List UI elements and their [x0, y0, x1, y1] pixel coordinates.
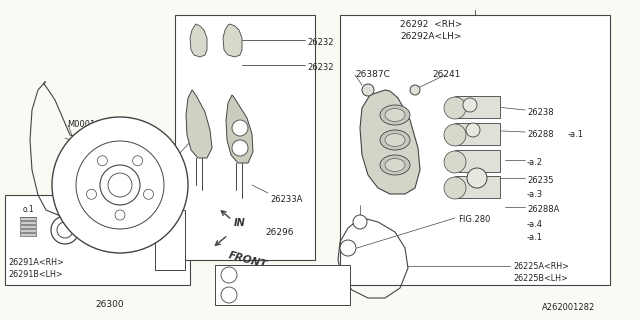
Circle shape — [143, 189, 154, 199]
Bar — [455, 150, 500, 172]
Circle shape — [84, 214, 116, 246]
Circle shape — [232, 140, 248, 156]
Text: 26288I: 26288I — [145, 205, 176, 214]
Circle shape — [132, 156, 143, 166]
Text: 26300: 26300 — [95, 300, 124, 309]
Text: ✃1806->: ✃1806-> — [293, 293, 328, 302]
Polygon shape — [223, 24, 242, 57]
Ellipse shape — [380, 155, 410, 175]
Bar — [20, 233, 36, 236]
Polygon shape — [132, 223, 138, 239]
Text: o.1: o.1 — [22, 205, 34, 214]
Text: 26241: 26241 — [432, 70, 460, 79]
Text: o.4: o.4 — [132, 205, 144, 214]
Circle shape — [340, 240, 356, 256]
Polygon shape — [190, 24, 207, 57]
Circle shape — [221, 287, 237, 303]
Circle shape — [108, 173, 132, 197]
Text: 26292  <RH>: 26292 <RH> — [400, 20, 462, 29]
Text: 26225A<RH>: 26225A<RH> — [513, 262, 569, 271]
Circle shape — [444, 97, 466, 119]
Text: IN: IN — [234, 218, 246, 228]
Bar — [340, 15, 610, 285]
Text: 26387C: 26387C — [355, 70, 390, 79]
Bar — [455, 123, 500, 145]
Polygon shape — [226, 95, 253, 163]
Circle shape — [115, 210, 125, 220]
Text: 26296: 26296 — [265, 228, 294, 237]
Text: 2: 2 — [227, 291, 232, 300]
Circle shape — [52, 117, 188, 253]
Text: 26233A: 26233A — [270, 195, 302, 204]
Bar — [455, 176, 500, 198]
Bar — [20, 221, 36, 224]
Text: -a.4: -a.4 — [527, 220, 543, 229]
Circle shape — [221, 267, 237, 283]
Circle shape — [97, 156, 108, 166]
Text: 26288: 26288 — [527, 130, 554, 139]
Text: FRONT: FRONT — [227, 250, 268, 270]
Circle shape — [362, 84, 374, 96]
Circle shape — [467, 168, 487, 188]
Ellipse shape — [380, 130, 410, 150]
Text: A262001282: A262001282 — [541, 303, 595, 312]
Circle shape — [353, 215, 367, 229]
Text: 1: 1 — [346, 244, 350, 252]
Ellipse shape — [385, 133, 405, 147]
Text: 26292A<LH>: 26292A<LH> — [400, 32, 461, 41]
Text: -a.1: -a.1 — [527, 233, 543, 242]
Circle shape — [466, 123, 480, 137]
Text: M130011: M130011 — [246, 273, 282, 282]
Text: 26225B<LH>: 26225B<LH> — [513, 274, 568, 283]
Circle shape — [75, 140, 85, 150]
Circle shape — [463, 98, 477, 112]
Bar — [155, 210, 185, 270]
Text: FIG.280: FIG.280 — [458, 215, 490, 224]
Circle shape — [410, 85, 420, 95]
Circle shape — [444, 124, 466, 146]
Circle shape — [100, 165, 140, 205]
Text: MP60025: MP60025 — [246, 293, 282, 302]
Bar — [175, 15, 315, 260]
Ellipse shape — [380, 105, 410, 125]
Bar — [20, 229, 36, 232]
Circle shape — [444, 151, 466, 173]
Text: -a.3: -a.3 — [527, 190, 543, 199]
Ellipse shape — [385, 108, 405, 122]
Circle shape — [232, 120, 248, 136]
Text: o.2: o.2 — [59, 205, 71, 214]
Text: 26288A: 26288A — [527, 205, 559, 214]
Text: 26233B: 26233B — [145, 155, 177, 164]
Bar — [5, 195, 190, 285]
Circle shape — [86, 189, 97, 199]
Text: 1: 1 — [227, 270, 232, 279]
Bar — [20, 225, 36, 228]
Circle shape — [444, 177, 466, 199]
Text: o.3: o.3 — [94, 205, 106, 214]
Text: 26238: 26238 — [527, 108, 554, 117]
Ellipse shape — [385, 158, 405, 172]
Bar — [20, 217, 36, 220]
Polygon shape — [360, 90, 420, 194]
Circle shape — [91, 221, 109, 239]
Text: 26291B<LH>: 26291B<LH> — [8, 270, 63, 279]
Bar — [455, 96, 500, 118]
Bar — [215, 265, 350, 305]
Polygon shape — [186, 90, 212, 158]
Text: -a.1: -a.1 — [568, 130, 584, 139]
Circle shape — [51, 216, 79, 244]
Text: 26232: 26232 — [307, 63, 333, 72]
Text: 26291A<RH>: 26291A<RH> — [8, 258, 64, 267]
Text: ① -1806>: ① -1806> — [293, 273, 330, 282]
Text: M000162: M000162 — [67, 120, 106, 129]
Circle shape — [76, 141, 164, 229]
Circle shape — [57, 222, 73, 238]
Text: 26297: 26297 — [82, 182, 113, 192]
Text: 26235: 26235 — [527, 176, 554, 185]
Text: -a.2: -a.2 — [527, 158, 543, 167]
Text: 26232: 26232 — [307, 38, 333, 47]
